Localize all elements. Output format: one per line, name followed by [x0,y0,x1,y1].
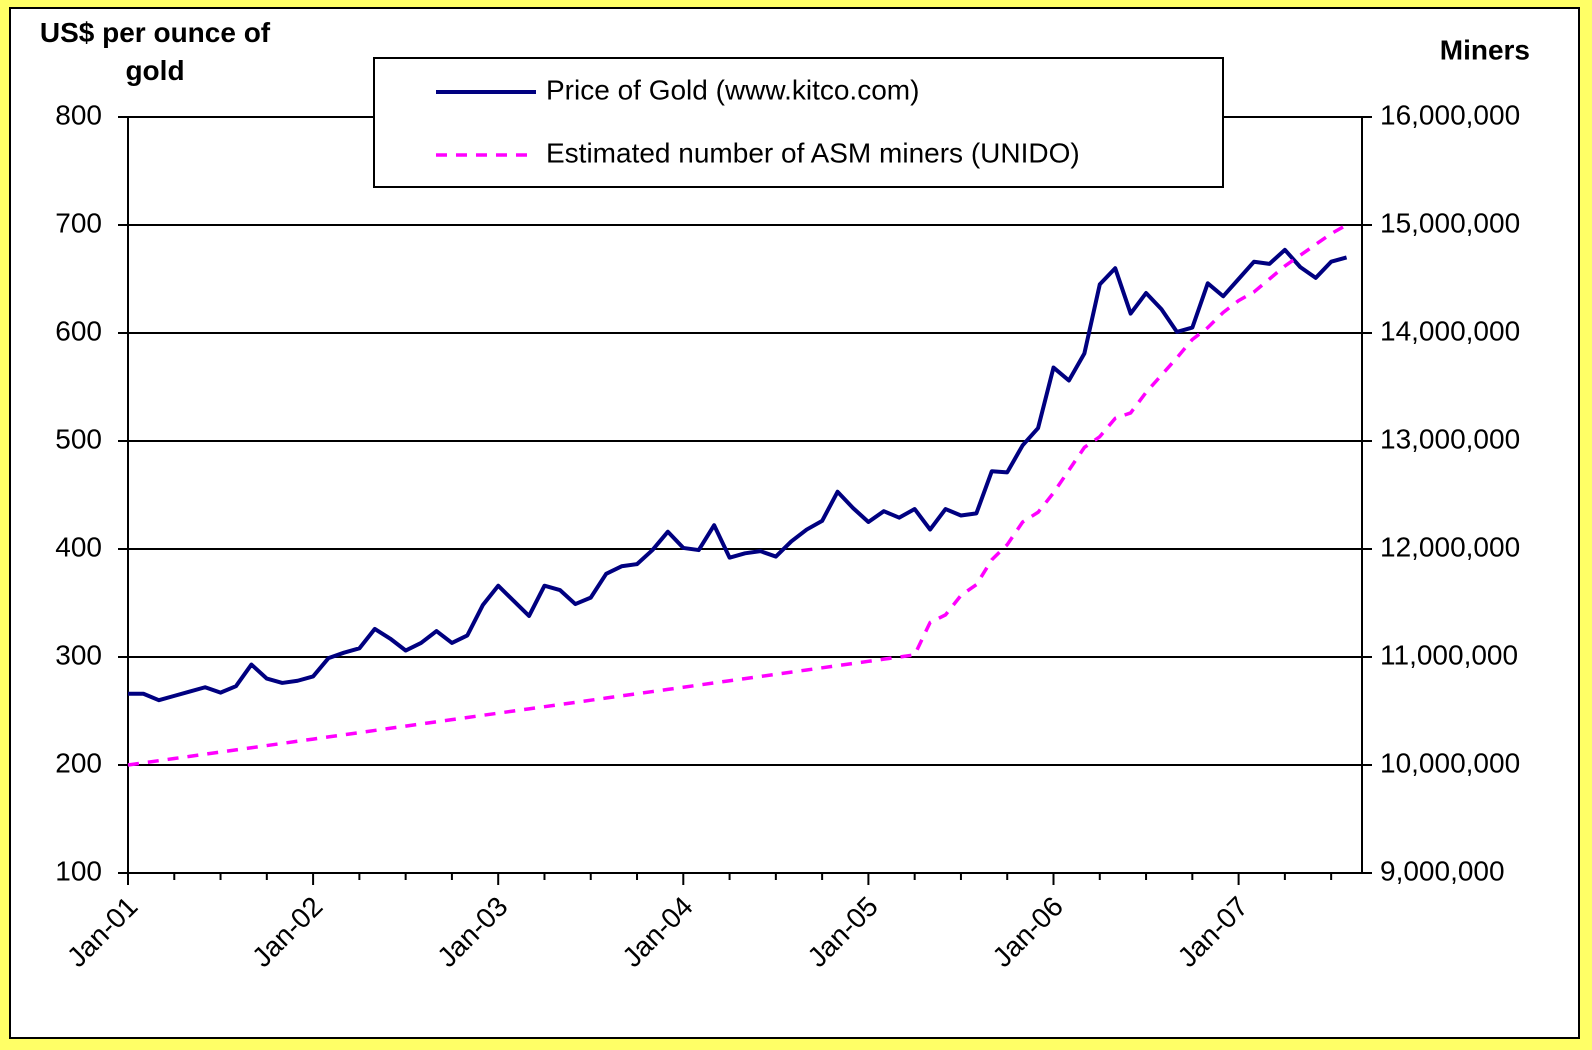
y-tick-label: 100 [55,855,102,886]
y-tick-label: 700 [55,207,102,238]
y2-tick-label: 9,000,000 [1380,855,1505,886]
y-tick-label: 300 [55,639,102,670]
y2-tick-label: 11,000,000 [1380,639,1518,670]
y-tick-label: 800 [55,99,102,130]
series-line [128,247,1348,703]
y2-tick-label: 13,000,000 [1380,423,1520,454]
y-tick-label: 200 [55,747,102,778]
series-line [127,223,1348,767]
legend-box [373,57,1224,188]
y2-tick-label: 12,000,000 [1380,531,1520,562]
y-axis-label: US$ per ounce of gold [39,17,271,86]
y2-tick-label: 16,000,000 [1380,99,1520,130]
y-tick-label: 400 [55,531,102,562]
y2-axis-label: Miners [1440,34,1530,65]
legend-label: Price of Gold (www.kitco.com) [546,74,919,105]
y2-tick-label: 10,000,000 [1380,747,1520,778]
y2-tick-label: 15,000,000 [1380,207,1520,238]
y2-tick-label: 14,000,000 [1380,315,1520,346]
legend-label: Estimated number of ASM miners (UNIDO) [546,137,1080,168]
y-tick-label: 600 [55,315,102,346]
y-tick-label: 500 [55,423,102,454]
